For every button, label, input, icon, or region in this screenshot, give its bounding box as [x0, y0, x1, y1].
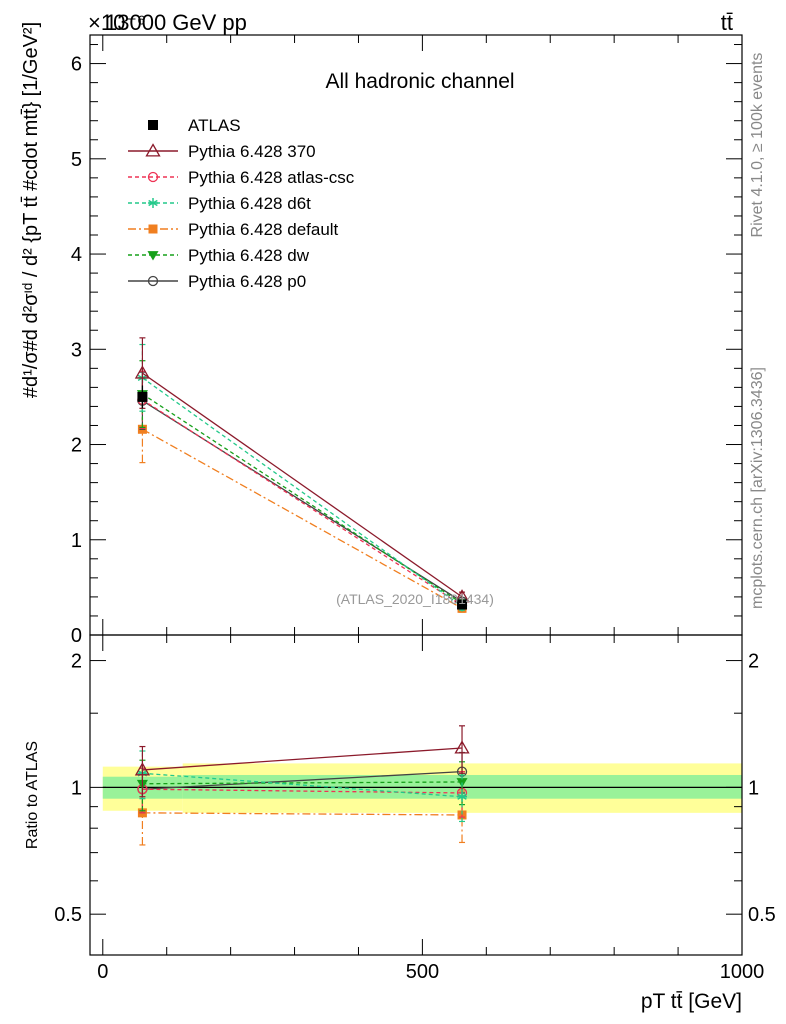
- legend-marker: [148, 224, 158, 234]
- main-y-tick-label: 3: [71, 339, 82, 361]
- ratio-y-tick-label: 1: [71, 777, 82, 799]
- legend-label: Pythia 6.428 d6t: [188, 194, 311, 213]
- ratio-series-pythia-6-428-370: [134, 725, 470, 798]
- legend-label: Pythia 6.428 dw: [188, 246, 310, 265]
- ratio-y-tick-label: 0.5: [54, 904, 82, 926]
- rivet-label: Rivet 4.1.0, ≥ 100k events: [749, 53, 766, 238]
- series-line: [142, 377, 463, 607]
- process-label: tt̄: [721, 10, 733, 35]
- ratio-y-tick-label: 2: [71, 651, 82, 673]
- legend-entry: Pythia 6.428 atlas-csc: [128, 168, 355, 187]
- legend-marker: [148, 198, 158, 208]
- legend-marker: [147, 275, 159, 287]
- main-y-tick-label: 6: [71, 54, 82, 76]
- legend-entry: Pythia 6.428 p0: [128, 272, 306, 291]
- legend-entry: Pythia 6.428 370: [128, 142, 316, 161]
- data-point: [137, 391, 148, 402]
- legend-label: Pythia 6.428 p0: [188, 272, 306, 291]
- ratio-y-axis-label: Ratio to ATLAS: [24, 741, 41, 849]
- main-y-tick-label: 0: [71, 625, 82, 647]
- x-tick-label: 1000: [720, 961, 765, 983]
- legend-label: Pythia 6.428 atlas-csc: [188, 168, 355, 187]
- legend-marker: [147, 251, 159, 261]
- energy-label: 13000 GeV pp: [105, 10, 247, 35]
- legend: ATLAS Pythia 6.428 370 Pythia 6.428 atlas-…: [128, 116, 355, 291]
- ratio-y-tick-label-right: 2: [748, 651, 759, 673]
- main-y-tick-label: 2: [71, 435, 82, 457]
- legend-label: Pythia 6.428 370: [188, 142, 316, 161]
- ratio-line: [142, 781, 463, 785]
- mcplots-label: mcplots.cern.ch [arXiv:1306.3436]: [749, 367, 766, 609]
- x-tick-label: 0: [97, 961, 108, 983]
- ratio-y-tick-label-right: 0.5: [748, 904, 776, 926]
- data-point: [134, 365, 151, 379]
- main-y-tick-label: 4: [71, 244, 82, 266]
- legend-entry: ATLAS: [148, 116, 241, 135]
- ratio-panel: 0 500 1000 0.5 0.5 1 1 2 2 Ratio to ATLAS pT tt̄…: [24, 634, 776, 1013]
- main-panel: 0 1 2 3 4 5 6 All hadronic channel (ATLAS_2020…: [20, 22, 743, 647]
- ratio-point: [454, 740, 470, 754]
- ratio-axis-ticks: 0 500 1000 0.5 0.5 1 1 2 2: [54, 635, 776, 983]
- legend-marker: [145, 143, 161, 157]
- series-line: [142, 399, 463, 607]
- series-line: [142, 428, 463, 609]
- main-y-axis-label: #d¹/σ#d d²σᶦᵈ / d² {pT tt̄ #cdot mtt̄} […: [20, 22, 42, 398]
- ratio-uncertainty-bands: [102, 763, 742, 813]
- legend-marker: [147, 171, 159, 183]
- x-tick-label: 500: [406, 961, 439, 983]
- main-y-tick-label: 5: [71, 149, 82, 171]
- ratio-frame: [89, 634, 743, 956]
- legend-label: ATLAS: [188, 116, 241, 135]
- series-pythia-6-428-370: [134, 337, 470, 603]
- ratio-line: [142, 772, 463, 798]
- x-axis-label: pT tt̄ [GeV]: [641, 990, 742, 1013]
- data-point: [457, 599, 468, 610]
- series-pythia-6-428-d6t: [137, 343, 468, 612]
- legend-entry: Pythia 6.428 default: [128, 220, 339, 239]
- ratio-y-tick-label-right: 1: [748, 777, 759, 799]
- main-axis-ticks: 0 1 2 3 4 5 6: [71, 35, 743, 647]
- ratio-line: [142, 770, 463, 790]
- ratio-point: [134, 762, 151, 776]
- legend-marker: [148, 120, 158, 130]
- legend-entry: Pythia 6.428 d6t: [128, 194, 311, 213]
- ratio-line: [142, 812, 463, 816]
- ratio-series-lines: [134, 725, 470, 846]
- chart-title: All hadronic channel: [325, 70, 514, 93]
- series-line: [142, 372, 463, 598]
- ratio-line: [142, 747, 463, 771]
- analysis-watermark: (ATLAS_2020_I1801434): [336, 591, 494, 607]
- series-pythia-6-428-p0: [137, 371, 468, 607]
- legend-label: Pythia 6.428 default: [188, 220, 339, 239]
- legend-entry: Pythia 6.428 dw: [128, 246, 310, 265]
- main-series-lines: [134, 337, 470, 613]
- main-y-tick-label: 1: [71, 530, 82, 552]
- y-scale-exponent: ×10⁻⁶: [88, 10, 146, 35]
- ratio-point: [457, 791, 468, 802]
- series-atlas-data: [137, 385, 468, 610]
- series-line: [142, 393, 463, 605]
